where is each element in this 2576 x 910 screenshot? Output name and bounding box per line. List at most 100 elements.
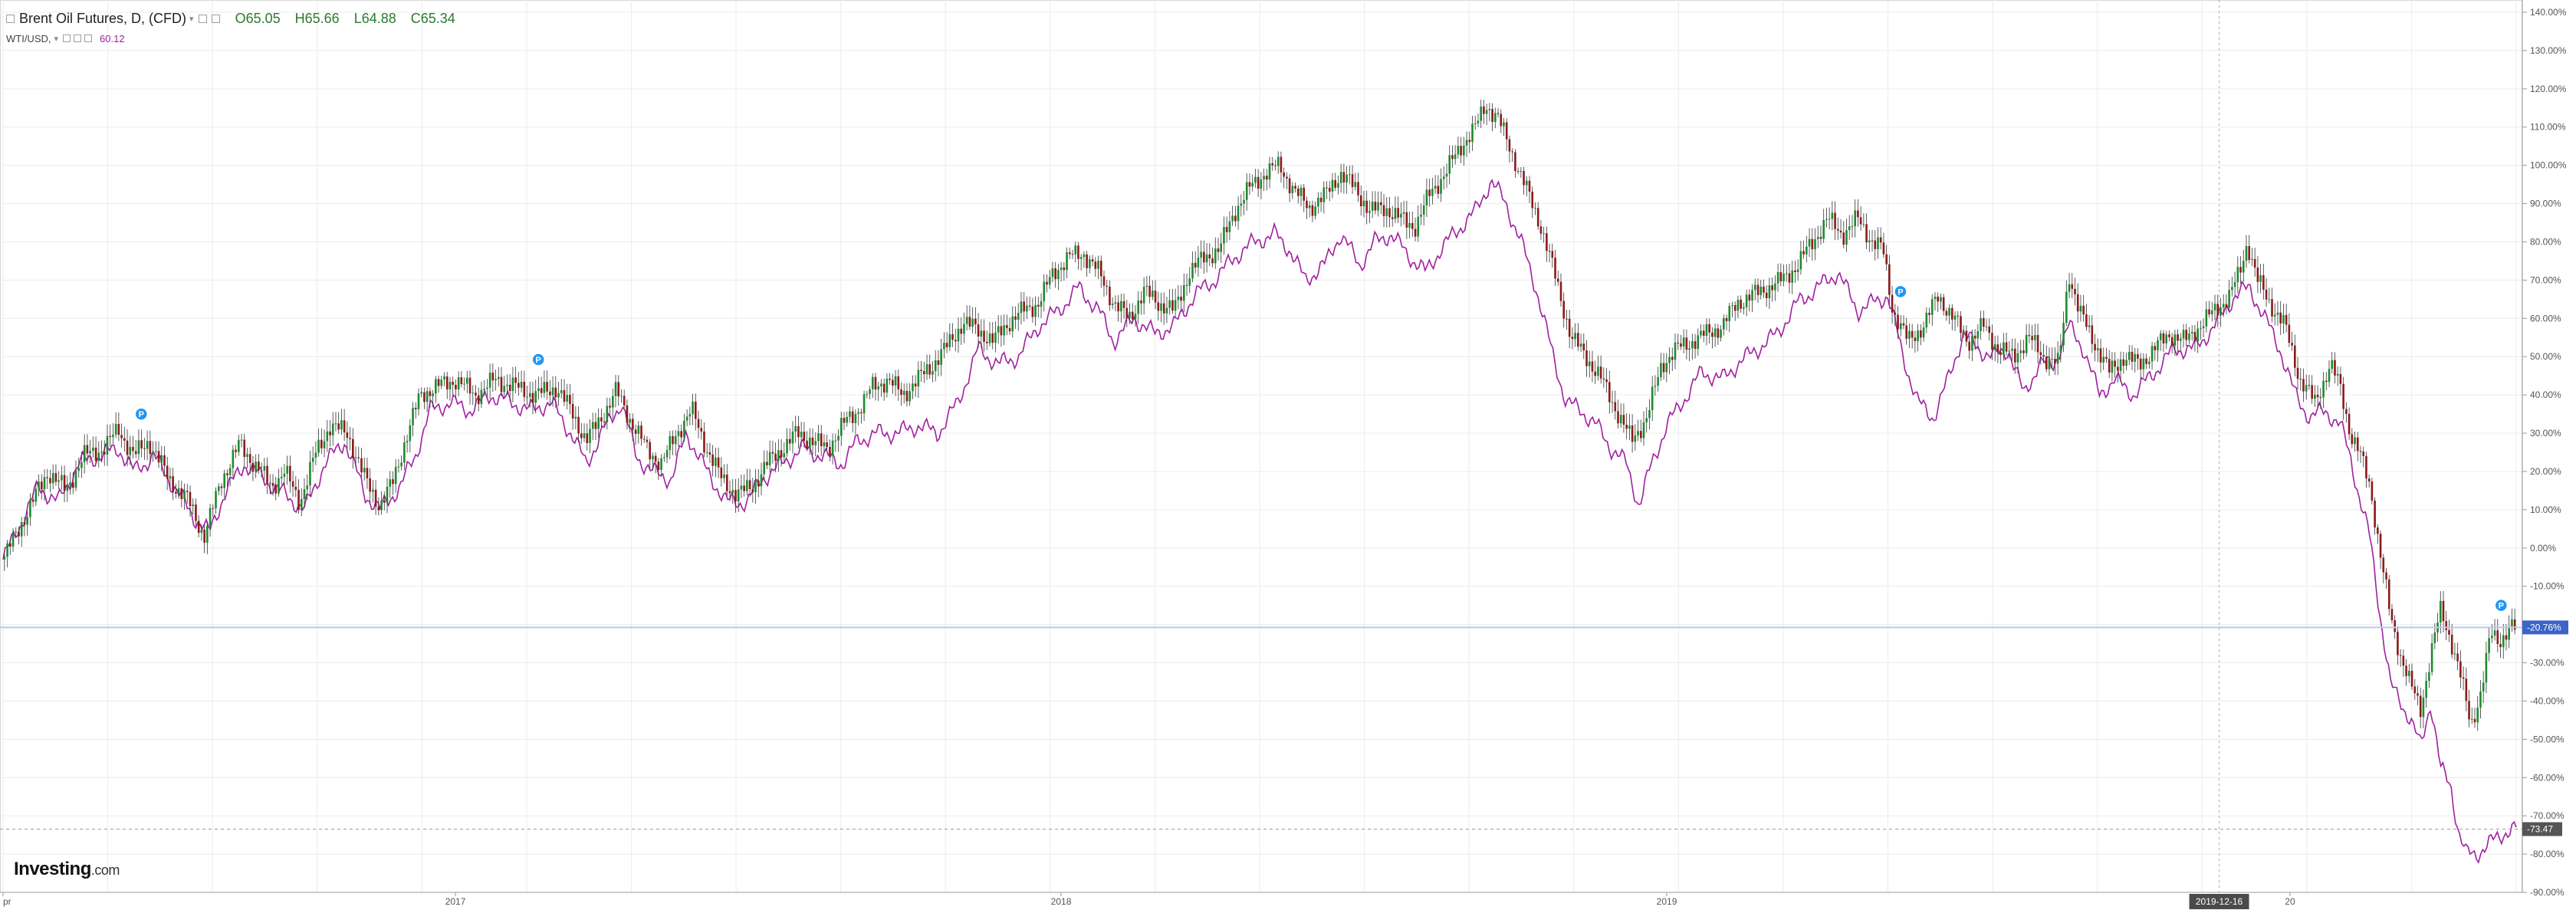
brent-candle xyxy=(452,382,454,385)
close-value: C65.34 xyxy=(410,10,455,26)
event-marker-label: P xyxy=(139,410,144,419)
brent-candle xyxy=(2148,361,2150,364)
brent-candle xyxy=(463,383,465,385)
brent-candle xyxy=(740,485,743,490)
visibility-icon[interactable] xyxy=(198,14,207,23)
brent-candle xyxy=(297,490,300,511)
brent-candle xyxy=(137,440,140,455)
brent-candle xyxy=(329,431,331,435)
brent-candle xyxy=(1117,302,1119,312)
brent-candle xyxy=(518,383,520,388)
brent-candle xyxy=(1839,230,1842,233)
brent-candle xyxy=(786,439,788,454)
brent-candle xyxy=(460,377,463,385)
brent-candle xyxy=(971,318,974,327)
brent-candle xyxy=(2502,635,2505,648)
brent-candle xyxy=(837,435,840,441)
brent-candle xyxy=(854,413,857,423)
brent-candle xyxy=(902,390,905,396)
brent-candle xyxy=(1865,224,1868,243)
brent-candle xyxy=(2413,686,2417,694)
brent-candle xyxy=(811,437,814,445)
brent-candle xyxy=(1063,267,1066,271)
brent-candle xyxy=(389,479,392,487)
brent-candle xyxy=(1922,327,1925,338)
brent-candle xyxy=(2159,333,2162,340)
brent-candle xyxy=(1437,186,1440,194)
collapse-icon[interactable] xyxy=(6,14,15,23)
brent-candle xyxy=(1628,425,1631,429)
brent-candle xyxy=(1374,202,1377,211)
brent-candle xyxy=(2473,718,2476,723)
brent-candle xyxy=(803,432,806,441)
brent-candle xyxy=(1574,333,1576,340)
brent-candle xyxy=(92,447,94,452)
brent-candle xyxy=(1776,271,1779,284)
brent-candle xyxy=(175,491,177,494)
chevron-down-icon[interactable]: ▾ xyxy=(54,34,59,44)
brent-candle xyxy=(1937,296,1939,302)
brent-candle xyxy=(1591,361,1594,372)
brent-candle xyxy=(1228,221,1231,232)
brent-candle xyxy=(1568,318,1571,337)
close-icon[interactable] xyxy=(84,34,93,42)
brent-candle xyxy=(1665,363,1668,373)
brent-candle xyxy=(1930,299,1934,315)
brent-candle xyxy=(611,396,614,408)
brent-candle xyxy=(166,465,169,479)
brent-candle xyxy=(934,360,937,372)
brent-candle xyxy=(18,531,20,537)
brent-candle xyxy=(1674,342,1677,360)
brent-candle xyxy=(54,473,58,482)
brent-candle xyxy=(1585,350,1588,366)
brent-candle xyxy=(1303,187,1306,201)
brent-candle xyxy=(2233,281,2236,287)
brent-candle xyxy=(788,439,791,444)
brent-candle xyxy=(2499,644,2502,648)
brent-candle xyxy=(1040,301,1043,307)
brent-candle xyxy=(1779,271,1783,281)
brent-candle xyxy=(1588,361,1591,366)
brent-candle xyxy=(1339,172,1342,183)
brent-candle xyxy=(2071,284,2074,289)
brent-candle xyxy=(1271,163,1274,166)
brent-candle xyxy=(429,391,432,396)
brent-candle xyxy=(1599,366,1602,379)
settings-icon[interactable] xyxy=(74,34,82,42)
brent-candle xyxy=(20,522,23,537)
brent-candle xyxy=(1240,203,1243,206)
brent-candle xyxy=(1700,330,1702,336)
settings-icon[interactable] xyxy=(211,14,220,23)
brent-candle xyxy=(1488,109,1491,110)
brent-candle xyxy=(1203,251,1205,263)
chevron-down-icon[interactable]: ▾ xyxy=(189,14,194,24)
brent-candle xyxy=(2422,698,2425,718)
low-value: L64.88 xyxy=(353,10,396,26)
brent-candle xyxy=(2459,661,2462,678)
brent-candle xyxy=(894,376,897,386)
brent-candle xyxy=(737,489,740,501)
event-marker-icon xyxy=(2494,598,2509,613)
brent-candle xyxy=(637,425,640,434)
brent-candle xyxy=(708,452,711,455)
brent-candle xyxy=(1171,300,1174,311)
visibility-icon[interactable] xyxy=(63,34,71,42)
brent-candle xyxy=(1851,226,1854,228)
brent-candle xyxy=(1771,285,1773,291)
brent-candle xyxy=(1577,333,1579,347)
brent-candle xyxy=(685,416,688,421)
brent-candle xyxy=(523,381,526,397)
brent-candle xyxy=(954,340,957,342)
y-tick-label: -60.00% xyxy=(2530,772,2564,783)
brent-candle xyxy=(1642,422,1645,439)
brent-candle xyxy=(549,391,551,396)
brent-candle xyxy=(748,480,751,490)
brent-candle xyxy=(1525,180,1528,186)
y-tick-label: 120.00% xyxy=(2530,84,2567,94)
brent-candle xyxy=(120,435,123,439)
brent-candle xyxy=(680,431,682,438)
brent-candle xyxy=(2394,620,2396,632)
brent-candle xyxy=(1448,155,1451,174)
